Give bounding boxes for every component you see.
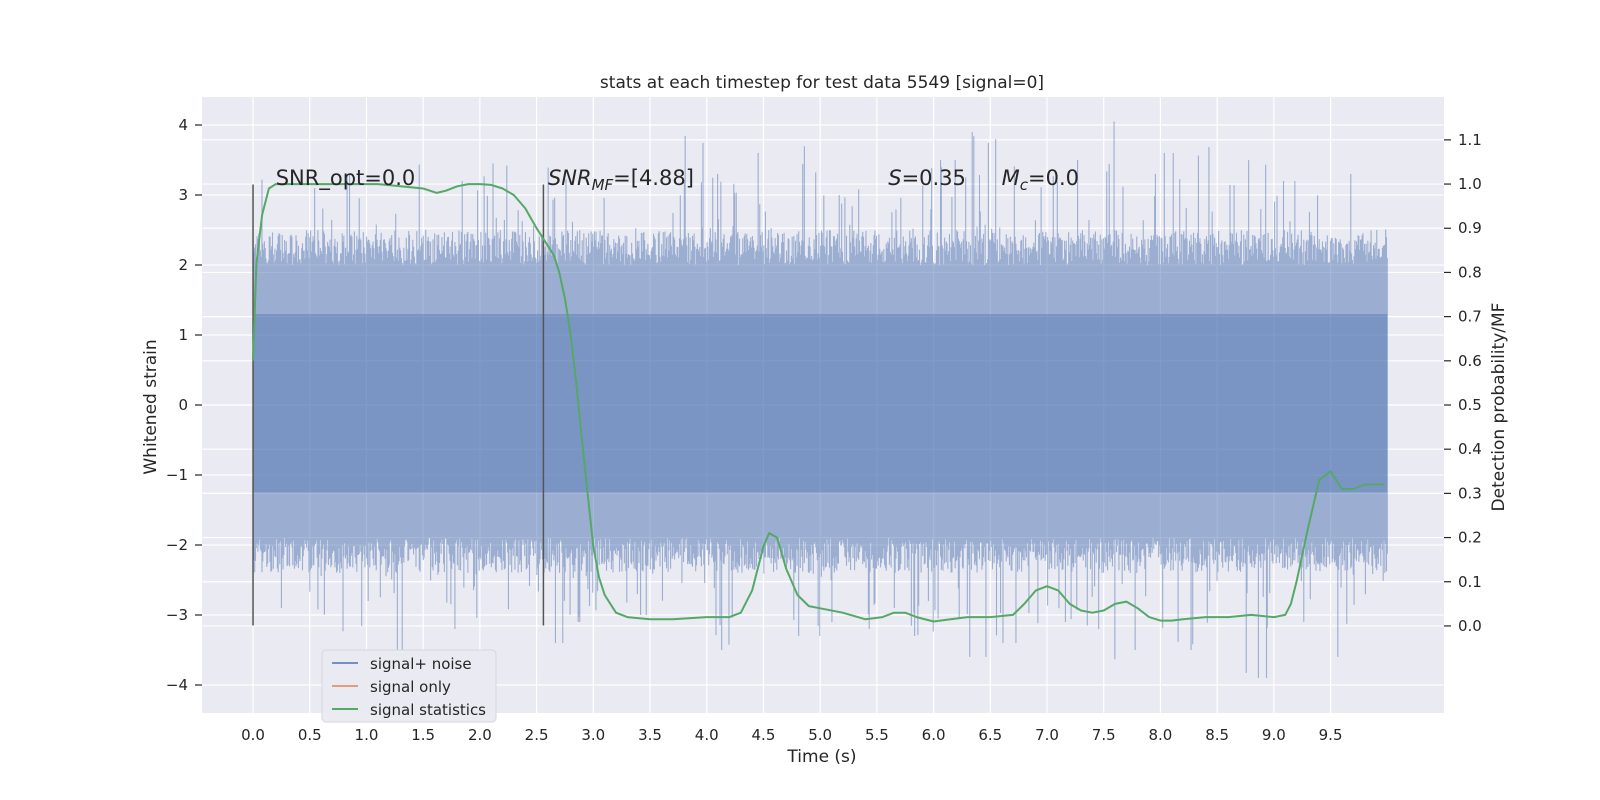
x-tick-label: 6.0 <box>922 726 946 744</box>
y-tick-label: −1 <box>166 466 188 484</box>
legend: signal+ noise signal only signal statist… <box>321 649 497 723</box>
y-tick-label: 4 <box>178 116 188 134</box>
y-tick-label: −2 <box>166 536 188 554</box>
legend-label-noise: signal+ noise <box>370 655 472 673</box>
x-tick-label: 6.5 <box>978 726 1002 744</box>
x-tick-label: 7.5 <box>1092 726 1116 744</box>
x-tick-label: 8.0 <box>1149 726 1173 744</box>
x-tick-label: 1.5 <box>411 726 435 744</box>
annotation-text: S=0.35 <box>888 166 966 190</box>
x-tick-label: 0.5 <box>298 726 322 744</box>
x-tick-label: 5.0 <box>808 726 832 744</box>
chart-title: stats at each timestep for test data 554… <box>600 73 1044 93</box>
y2-tick-label: 0.3 <box>1458 484 1482 502</box>
y2-tick-label: 0.9 <box>1458 219 1482 237</box>
y2-tick-label: 0.4 <box>1458 440 1482 458</box>
x-tick-label: 3.5 <box>638 726 662 744</box>
y-tick-label: −3 <box>166 606 188 624</box>
y-tick-label: 3 <box>178 186 188 204</box>
signal-statistics-series <box>252 183 1384 623</box>
y2-tick-label: 0.6 <box>1458 352 1482 370</box>
y-tick-label: 0 <box>178 396 188 414</box>
y2-tick-label: 0.2 <box>1458 529 1482 547</box>
y-tick-label: 2 <box>178 256 188 274</box>
y-tick-label: 1 <box>178 326 188 344</box>
x-tick-label: 3.0 <box>581 726 605 744</box>
legend-label-signal-only: signal only <box>370 678 451 696</box>
x-tick-label: 9.0 <box>1262 726 1286 744</box>
x-tick-label: 2.0 <box>468 726 492 744</box>
y2-tick-label: 1.0 <box>1458 175 1482 193</box>
signal-plus-noise-series <box>252 121 1388 678</box>
statistics-line <box>252 183 1384 623</box>
annotation-text: SNR_opt=0.0 <box>276 166 416 191</box>
annotation-text: SNRMF=[4.88] <box>548 166 694 194</box>
legend-frame <box>321 649 497 723</box>
tick-labels: 0.0 0.5 1.0 1.5 2.0 2.5 3.0 3.5 4.0 4.5 5.0 5.5 6.0 6… <box>166 116 1482 744</box>
x-tick-label: 5.5 <box>865 726 889 744</box>
x-tick-label: 0.0 <box>241 726 265 744</box>
legend-label-statistics: signal statistics <box>370 701 486 719</box>
y2-tick-label: 0.0 <box>1458 617 1482 635</box>
x-tick-label: 8.5 <box>1205 726 1229 744</box>
y-tick-label: −4 <box>166 676 188 694</box>
y2-tick-label: 0.1 <box>1458 573 1482 591</box>
y2-tick-label: 1.1 <box>1458 131 1482 149</box>
x-axis-label: Time (s) <box>786 747 856 767</box>
x-tick-label: 9.5 <box>1319 726 1343 744</box>
x-tick-label: 7.0 <box>1035 726 1059 744</box>
y2-axis-label: Detection probability/MF <box>1489 303 1509 512</box>
x-tick-label: 1.0 <box>355 726 379 744</box>
annotation-text: Mc=0.0 <box>1002 166 1079 194</box>
y2-tick-label: 0.5 <box>1458 396 1482 414</box>
vertical-markers <box>252 184 545 626</box>
annotations: SNR_opt=0.0 SNRMF=[4.88] S=0.35 Mc=0.0 <box>276 166 1079 194</box>
y-axis-label: Whitened strain <box>141 339 161 474</box>
y2-tick-label: 0.7 <box>1458 308 1482 326</box>
x-tick-label: 4.0 <box>695 726 719 744</box>
x-tick-label: 4.5 <box>752 726 776 744</box>
x-tick-label: 2.5 <box>525 726 549 744</box>
noise-core-band <box>253 314 1388 493</box>
y2-tick-label: 0.8 <box>1458 263 1482 281</box>
